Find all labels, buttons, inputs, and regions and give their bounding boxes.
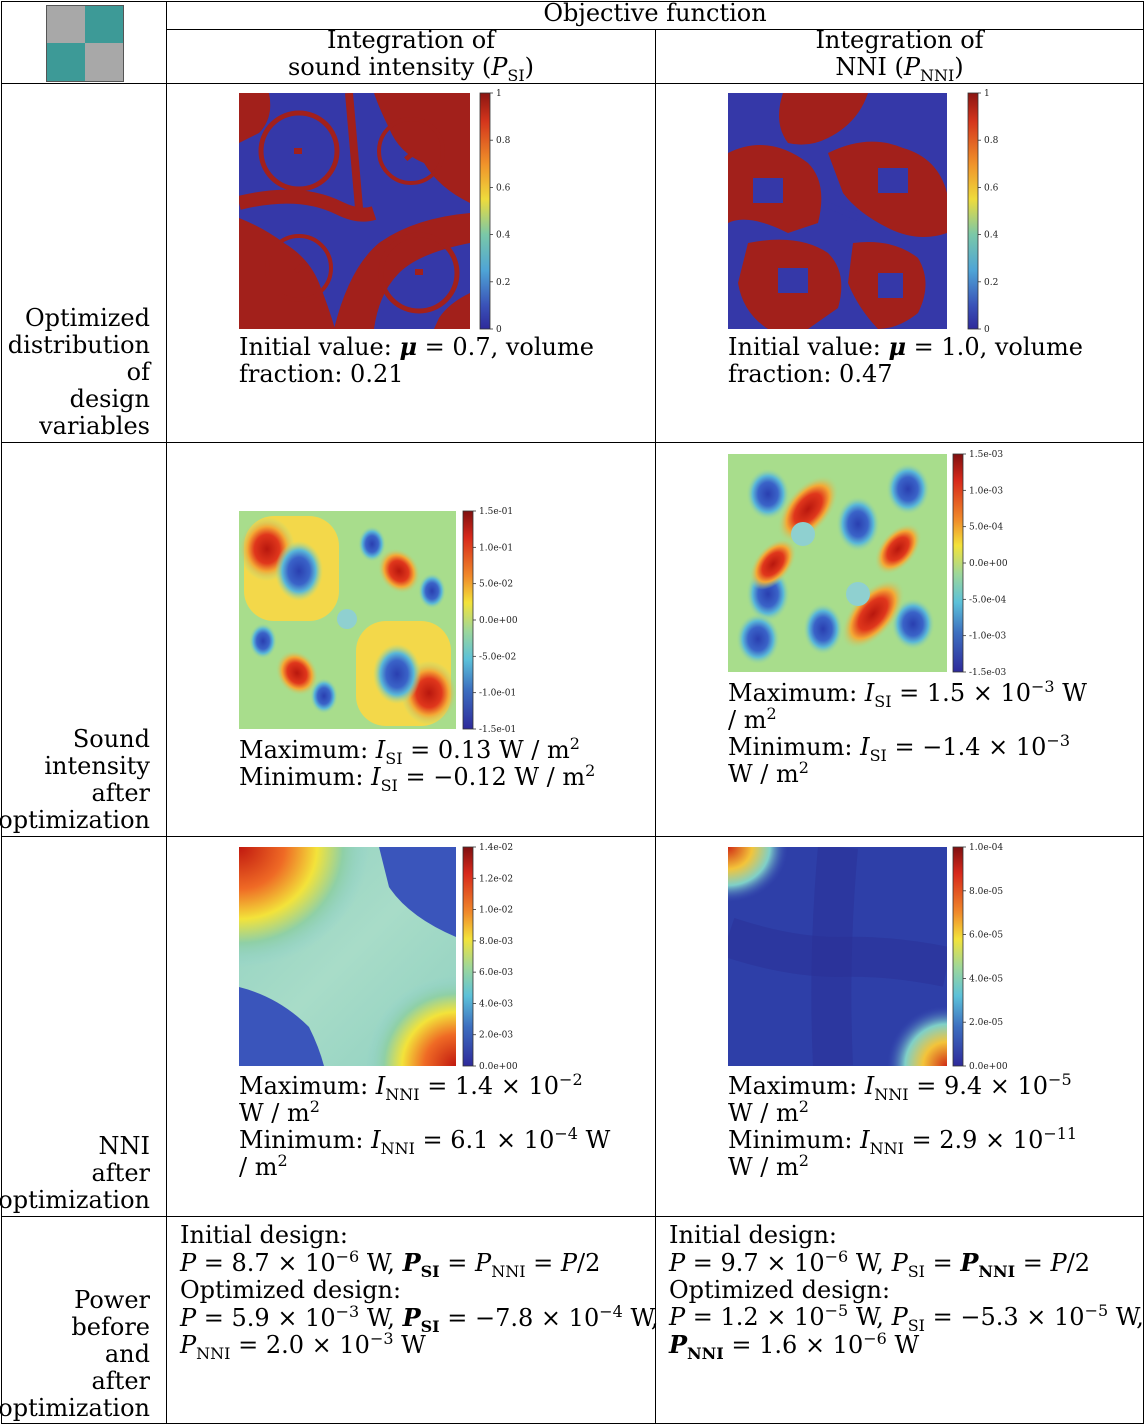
- design-map-left: [239, 93, 470, 329]
- design-map-right: [728, 93, 947, 329]
- colorbar-tick-label: 1.2e-02: [479, 874, 513, 884]
- nni-caption-left: Maximum: INNI = 1.4 × 10−2 W / m2 Minimu…: [239, 1070, 611, 1181]
- si-map-right: [728, 454, 947, 672]
- colorbar-tick-label: 1: [496, 89, 502, 99]
- colorbar-gradient: [462, 846, 474, 1067]
- colorbar-gradient: [952, 453, 964, 673]
- colorbar-tick-label: 0.0e+00: [479, 616, 518, 626]
- table-border-bottom: [1, 1423, 1144, 1424]
- colorbar-tick-label: 1.4e-02: [479, 843, 513, 853]
- colorbar-tick-label: 0.8: [496, 136, 511, 146]
- colorbar-tick-label: 0.0e+00: [969, 559, 1008, 569]
- colorbar-tick-label: -1.5e-01: [479, 725, 516, 733]
- colorbar-tick-label: -1.5e-03: [969, 668, 1006, 676]
- row-divider-3: [1, 836, 1144, 837]
- col-divider-1: [166, 1, 167, 1424]
- colorbar-gradient: [479, 92, 491, 330]
- colorbar-tick-label: -1.0e-03: [969, 632, 1006, 642]
- colorbar-tick-label: 1.0e-03: [969, 486, 1003, 496]
- colorbar-gradient: [462, 510, 474, 730]
- colorbar-gradient: [967, 92, 979, 330]
- colorbar-tick-label: 6.0e-03: [479, 968, 513, 978]
- nni-map-left: [239, 847, 456, 1066]
- col2-header-line2: NNI (PNNI): [835, 53, 964, 85]
- colorbar-tick-label: 8.0e-03: [479, 937, 513, 947]
- colorbar-tick-label: 1.5e-03: [969, 450, 1003, 460]
- colorbar-tick-label: 2.0e-03: [479, 1031, 513, 1041]
- checkerboard-icon: [46, 5, 124, 82]
- table-border-right: [1143, 1, 1144, 1424]
- colorbar-tick-label: 0.0e+00: [479, 1062, 518, 1070]
- colorbar-tick-label: 0: [984, 325, 990, 333]
- row-label-nni: NNI after optimization: [0, 1132, 150, 1214]
- row-label-design: Optimized distribution of design variables: [7, 304, 150, 440]
- colorbar-tick-label: -1.0e-01: [479, 689, 516, 699]
- colorbar-tick-label: 1.0e-02: [479, 906, 513, 916]
- nni-colorbar-right: 1.0e-04 8.0e-05 6.0e-05 4.0e-05 2.0e-05 0.0e+…: [952, 843, 1008, 1070]
- design-colorbar-left: 1 0.8 0.6 0.4 0.2 0: [479, 89, 511, 333]
- si-colorbar-right: 1.5e-03 1.0e-03 5.0e-04 0.0e+00 -5.0e-04 -1.0…: [952, 450, 1008, 676]
- colorbar-gradient: [952, 846, 964, 1067]
- power-caption-left: Initial design: P = 8.7 × 10−6 W, PSI = …: [180, 1221, 659, 1363]
- colorbar-tick-label: 0.4: [984, 231, 999, 241]
- colorbar-tick-label: 1: [984, 89, 990, 99]
- design-caption-right: Initial value: μ = 1.0, volume fraction:…: [728, 332, 1083, 388]
- design-colorbar-right: 1 0.8 0.6 0.4 0.2 0: [967, 89, 999, 333]
- colorbar-tick-label: 6.0e-05: [969, 931, 1003, 941]
- row-divider-1: [1, 83, 1144, 84]
- row-label-power: Power before and after optimization: [0, 1286, 150, 1422]
- colorbar-tick-label: 0.0e+00: [969, 1062, 1008, 1070]
- col1-header-line2: sound intensity (PSI): [287, 53, 535, 85]
- nni-colorbar-left: 1.4e-02 1.2e-02 1.0e-02 8.0e-03 6.0e-03 4.0e-…: [462, 843, 518, 1070]
- colorbar-tick-label: -5.0e-02: [479, 652, 516, 662]
- colorbar-tick-label: 8.0e-05: [969, 887, 1003, 897]
- colorbar-tick-label: 1.0e-01: [479, 543, 513, 553]
- colorbar-tick-label: 1.5e-01: [479, 507, 513, 517]
- row-divider-4: [1, 1216, 1144, 1217]
- table-border-left: [1, 1, 2, 1424]
- colorbar-tick-label: 0.8: [984, 136, 999, 146]
- nni-caption-right: Maximum: INNI = 9.4 × 10−5 W / m2 Minimu…: [728, 1070, 1078, 1181]
- si-caption-right: Maximum: ISI = 1.5 × 10−3 W / m2 Minimum…: [728, 677, 1087, 788]
- row-label-sound-intensity: Sound intensity after optimization: [0, 725, 150, 834]
- colorbar-tick-label: 5.0e-04: [969, 523, 1003, 533]
- table-border-top: [1, 1, 1144, 2]
- col2-header-line1: Integration of: [815, 26, 984, 54]
- objective-function-header: Objective function: [543, 0, 767, 27]
- si-map-left: [239, 511, 456, 729]
- col1-header-line1: Integration of: [326, 26, 496, 54]
- colorbar-tick-label: 2.0e-05: [969, 1018, 1003, 1028]
- colorbar-tick-label: 5.0e-02: [479, 580, 513, 590]
- colorbar-tick-label: 1.0e-04: [969, 843, 1003, 853]
- design-caption-left: Initial value: μ = 0.7, volume fraction:…: [239, 332, 594, 388]
- si-caption-left: Maximum: ISI = 0.13 W / m2 Minimum: ISI …: [239, 734, 596, 795]
- power-caption-right: Initial design: P = 9.7 × 10−6 W, PSI = …: [669, 1221, 1144, 1363]
- si-colorbar-left: 1.5e-01 1.0e-01 5.0e-02 0.0e+00 -5.0e-02 -1.0…: [462, 507, 518, 733]
- colorbar-tick-label: 0.6: [984, 183, 999, 193]
- colorbar-tick-label: 0.2: [496, 278, 510, 288]
- col-divider-2: [655, 29, 656, 1424]
- colorbar-tick-label: 0.2: [984, 278, 998, 288]
- colorbar-tick-label: 0.6: [496, 183, 511, 193]
- colorbar-tick-label: -5.0e-04: [969, 595, 1006, 605]
- colorbar-tick-label: 0: [496, 325, 502, 333]
- colorbar-tick-label: 0.4: [496, 231, 511, 241]
- colorbar-tick-label: 4.0e-03: [479, 999, 513, 1009]
- row-divider-2: [1, 442, 1144, 443]
- colorbar-tick-label: 4.0e-05: [969, 974, 1003, 984]
- nni-map-right: [728, 847, 947, 1066]
- header-divider: [166, 29, 1144, 30]
